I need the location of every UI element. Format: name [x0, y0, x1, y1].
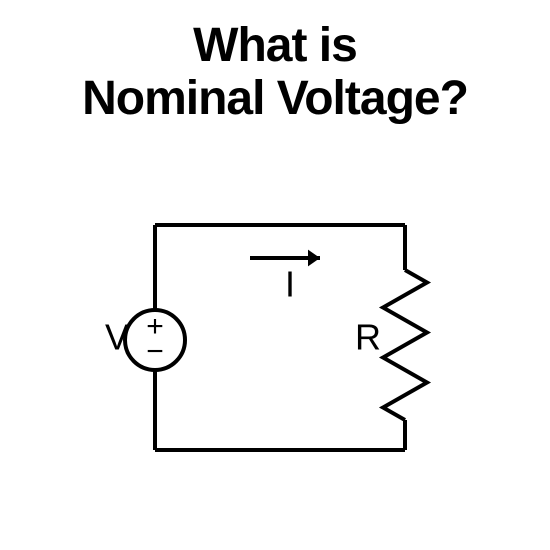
label-I: I [285, 264, 295, 305]
source-minus: − [146, 335, 164, 368]
circuit-svg: +−VIR [95, 205, 455, 495]
label-V: V [105, 317, 129, 358]
circuit-diagram: +−VIR [95, 205, 455, 500]
title-line-2: Nominal Voltage? [82, 72, 468, 125]
title-line-1: What is [193, 19, 357, 72]
page-title: What is Nominal Voltage? [0, 0, 550, 126]
label-R: R [355, 317, 381, 358]
